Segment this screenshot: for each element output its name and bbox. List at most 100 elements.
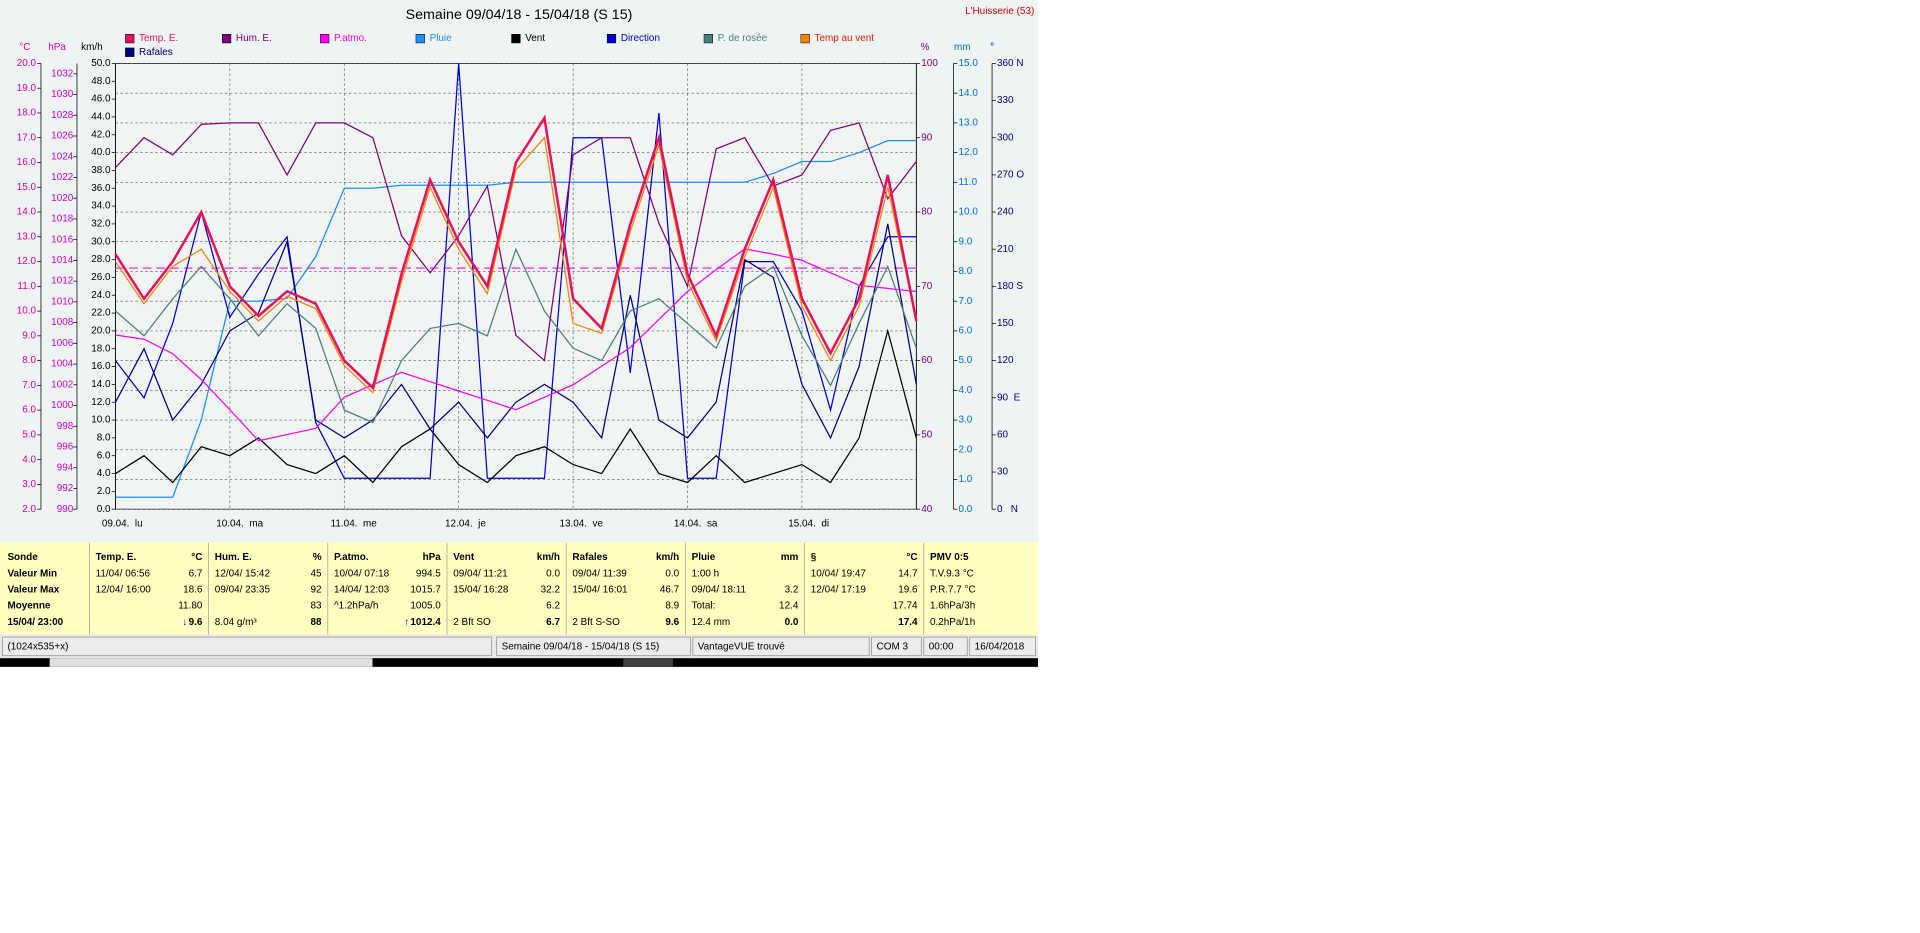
y-tick-label: 50.0 (91, 58, 111, 69)
y-tick-label: 4.0 (97, 468, 111, 479)
y-tick-label: 44.0 (91, 112, 111, 123)
y-tick-label: 9.0 (22, 330, 36, 341)
cell-text: P.R.7.7 °C (930, 585, 976, 596)
y-tick-label: 80 (921, 207, 933, 218)
y-tick-label: 90 E (997, 392, 1021, 403)
status-cell (496, 636, 691, 657)
trend-arrow: ↓ (182, 617, 187, 628)
axis-title: ° (990, 42, 994, 53)
trend-arrow: ↑ (404, 617, 409, 628)
y-tick-label: 2.0 (22, 504, 36, 515)
legend-swatch (703, 34, 713, 44)
status-text: 16/04/2018 (975, 642, 1025, 653)
y-tick-label: 15.0 (959, 58, 979, 69)
y-tick-label: 1010 (51, 296, 74, 307)
series-line (115, 328, 917, 484)
axis-title: mm (954, 42, 971, 53)
cell-text: T.V.9.3 °C (930, 568, 974, 579)
row-label: Valeur Max (7, 585, 59, 596)
row-label: Moyenne (7, 601, 50, 612)
cell-value: 18.6 (183, 585, 203, 596)
cell-text: 2 Bft SO (453, 617, 491, 628)
y-tick-label: 8.0 (97, 432, 111, 443)
y-tick-label: 14.0 (17, 207, 37, 218)
legend-swatch (606, 34, 617, 44)
station-name: L'Huisserie (53) (965, 6, 1034, 17)
y-tick-label: 8.0 (959, 266, 973, 277)
legend-label: Vent (525, 33, 545, 44)
cell-text: 15/04/ 16:28 (453, 585, 509, 596)
y-tick-label: 1.0 (959, 474, 973, 485)
y-tick-label: 36.0 (91, 183, 111, 194)
y-tick-label: 11.0 (959, 177, 978, 188)
axis-title: hPa (48, 42, 66, 53)
y-tick-label: 30.0 (91, 236, 111, 247)
cell-text: 09/04/ 11:21 (453, 568, 508, 579)
series-line (115, 248, 917, 442)
y-tick-label: 40.0 (91, 147, 111, 158)
legend-swatch (320, 34, 330, 44)
x-tick-label: 10.04. ma (216, 519, 263, 530)
y-tick-label: 1004 (51, 359, 74, 370)
y-tick-label: 8.0 (22, 355, 36, 366)
y-tick-label: 24.0 (91, 290, 111, 301)
status-cell (2, 636, 493, 657)
y-tick-label: 19.0 (17, 83, 37, 94)
y-tick-label: 20.0 (91, 326, 111, 337)
cell-text: 2 Bft S-SO (572, 617, 620, 628)
table-corner: Sonde (7, 552, 38, 563)
y-tick-label: 2.0 (97, 486, 111, 497)
y-tick-label: 1002 (51, 379, 74, 390)
cell-value: 19.6 (898, 585, 918, 596)
cell-value: 0.0 (546, 568, 560, 579)
y-tick-label: 1016 (51, 234, 74, 245)
y-tick-label: 3.0 (959, 415, 973, 426)
y-tick-label: 70 (921, 281, 933, 292)
cell-text: 0.2hPa/1h (930, 617, 975, 628)
series-line (114, 114, 918, 391)
y-tick-label: 13.0 (17, 231, 37, 242)
cell-text: 8.04 g/m³ (215, 617, 258, 628)
cell-value: 9.6 (189, 617, 203, 628)
y-tick-label: 1032 (51, 68, 74, 79)
cell-value: 83 (311, 601, 323, 612)
legend-swatch (125, 47, 135, 57)
y-tick-label: 26.0 (91, 272, 111, 283)
y-tick-label: 10.0 (959, 207, 979, 218)
series-line (114, 136, 917, 395)
y-tick-label: 120 (997, 355, 1014, 366)
y-tick-label: 28.0 (91, 254, 111, 265)
y-tick-label: 10.0 (17, 306, 37, 317)
y-tick-label: 16.0 (91, 361, 111, 372)
y-tick-label: 240 (997, 207, 1014, 218)
axis-title: °C (19, 42, 30, 53)
cell-value: 45 (311, 568, 323, 579)
y-tick-label: 38.0 (91, 165, 111, 176)
cell-text: 1:00 h (692, 568, 720, 579)
y-tick-label: 42.0 (91, 129, 111, 140)
row-label: 15/04/ 23:00 (7, 617, 63, 628)
y-tick-label: 5.0 (22, 430, 36, 441)
y-tick-label: 1026 (51, 131, 74, 142)
y-tick-label: 1022 (51, 172, 74, 183)
cell-text: 10/04/ 19:47 (811, 568, 867, 579)
cell-value: 46.7 (660, 585, 680, 596)
cell-value: 17.4 (898, 617, 918, 628)
taskbar-segment (49, 658, 373, 667)
series-line (114, 223, 917, 440)
y-tick-label: 0 N (997, 504, 1018, 515)
cell-text: 15/04/ 16:01 (572, 585, 628, 596)
cell-text: 1.6hPa/3h (930, 601, 975, 612)
weather-window: Semaine 09/04/18 - 15/04/18 (S 15) L'Hui… (0, 0, 1038, 667)
y-tick-label: 100 (921, 58, 938, 69)
column-header: PMV 0:5 (930, 552, 969, 563)
column-unit: °C (906, 552, 917, 563)
y-tick-label: 34.0 (91, 201, 111, 212)
cell-value: 6.7 (546, 617, 560, 628)
y-tick-label: 60 (921, 355, 933, 366)
legend-label: Temp. E. (139, 33, 178, 44)
y-tick-label: 1006 (51, 338, 74, 349)
x-tick-label: 11.04. me (331, 519, 378, 530)
column-header: Vent (453, 552, 475, 563)
column-header: Rafales (572, 552, 608, 563)
